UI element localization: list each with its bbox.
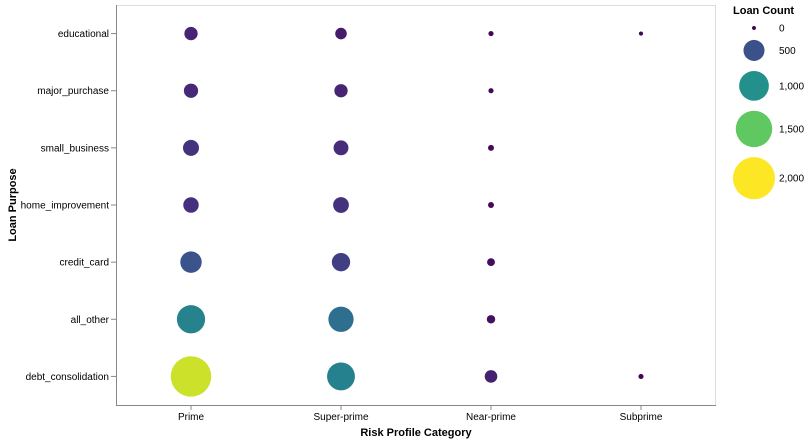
plot-area	[116, 5, 716, 406]
bubble-major_purchase-super-prime	[334, 84, 348, 98]
bubble-major_purchase-prime	[183, 83, 199, 98]
y-tick-label: home_improvement	[21, 201, 110, 212]
bubble-debt_consolidation-prime	[170, 356, 212, 397]
bubble-home_improvement-prime	[183, 197, 199, 213]
bubble-all_other-prime	[176, 305, 206, 334]
y-tick-label: educational	[58, 29, 109, 40]
legend-label: 1,500	[779, 124, 804, 135]
bubble-small_business-super-prime	[333, 140, 349, 156]
bubble-educational-subprime	[638, 31, 644, 36]
legend-symbol	[743, 39, 765, 61]
x-tick-label: Near-prime	[466, 412, 516, 423]
y-tick-label: all_other	[71, 315, 110, 326]
bubble-credit_card-super-prime	[331, 252, 351, 272]
bubble-layer	[170, 26, 644, 397]
x-tick-label: Super-prime	[313, 412, 368, 423]
y-tick-label: debt_consolidation	[26, 372, 109, 383]
bubble-all_other-super-prime	[328, 306, 354, 332]
bubble-small_business-prime	[182, 139, 200, 156]
bubble-educational-super-prime	[335, 27, 347, 40]
bubble-home_improvement-near-prime	[488, 202, 494, 208]
bubble-home_improvement-super-prime	[333, 197, 349, 213]
bubble-all_other-near-prime	[486, 315, 496, 324]
bubble-educational-prime	[184, 26, 198, 41]
legend-label: 1,000	[779, 81, 804, 92]
y-axis-title: Loan Purpose	[7, 168, 19, 241]
bubble-major_purchase-near-prime	[488, 88, 494, 94]
legend-title: Loan Count	[733, 5, 794, 17]
legend-symbol	[752, 26, 756, 30]
bubble-educational-near-prime	[488, 30, 494, 37]
x-tick-label: Subprime	[620, 412, 663, 423]
legend-label: 0	[779, 23, 785, 34]
bubble-credit_card-near-prime	[487, 258, 495, 267]
bubble-credit_card-prime	[180, 251, 202, 273]
y-axis: educational major_purchase small_businessh…	[21, 5, 117, 406]
bubble-debt_consolidation-subprime	[638, 373, 644, 380]
bubble-debt_consolidation-super-prime	[327, 362, 355, 391]
x-axis-title: Risk Profile Category	[360, 427, 472, 439]
legend-label: 2,000	[779, 174, 804, 185]
bubble-small_business-near-prime	[488, 144, 494, 151]
legend-symbol	[739, 70, 769, 101]
x-axis: Prime Super-prime Near-prime Subprime	[116, 405, 716, 423]
legend-symbol	[732, 157, 776, 200]
x-tick-label: Prime	[178, 412, 205, 423]
bubble-debt_consolidation-near-prime	[484, 370, 498, 383]
y-tick-label: credit_card	[60, 258, 109, 269]
legend-label: 500	[779, 46, 796, 57]
legend: Loan Count 0 500 1,000 1,500 2,000	[732, 5, 804, 200]
y-tick-label: major_purchase	[37, 86, 109, 97]
y-tick-label: small_business	[41, 143, 109, 154]
legend-symbol	[735, 110, 773, 148]
